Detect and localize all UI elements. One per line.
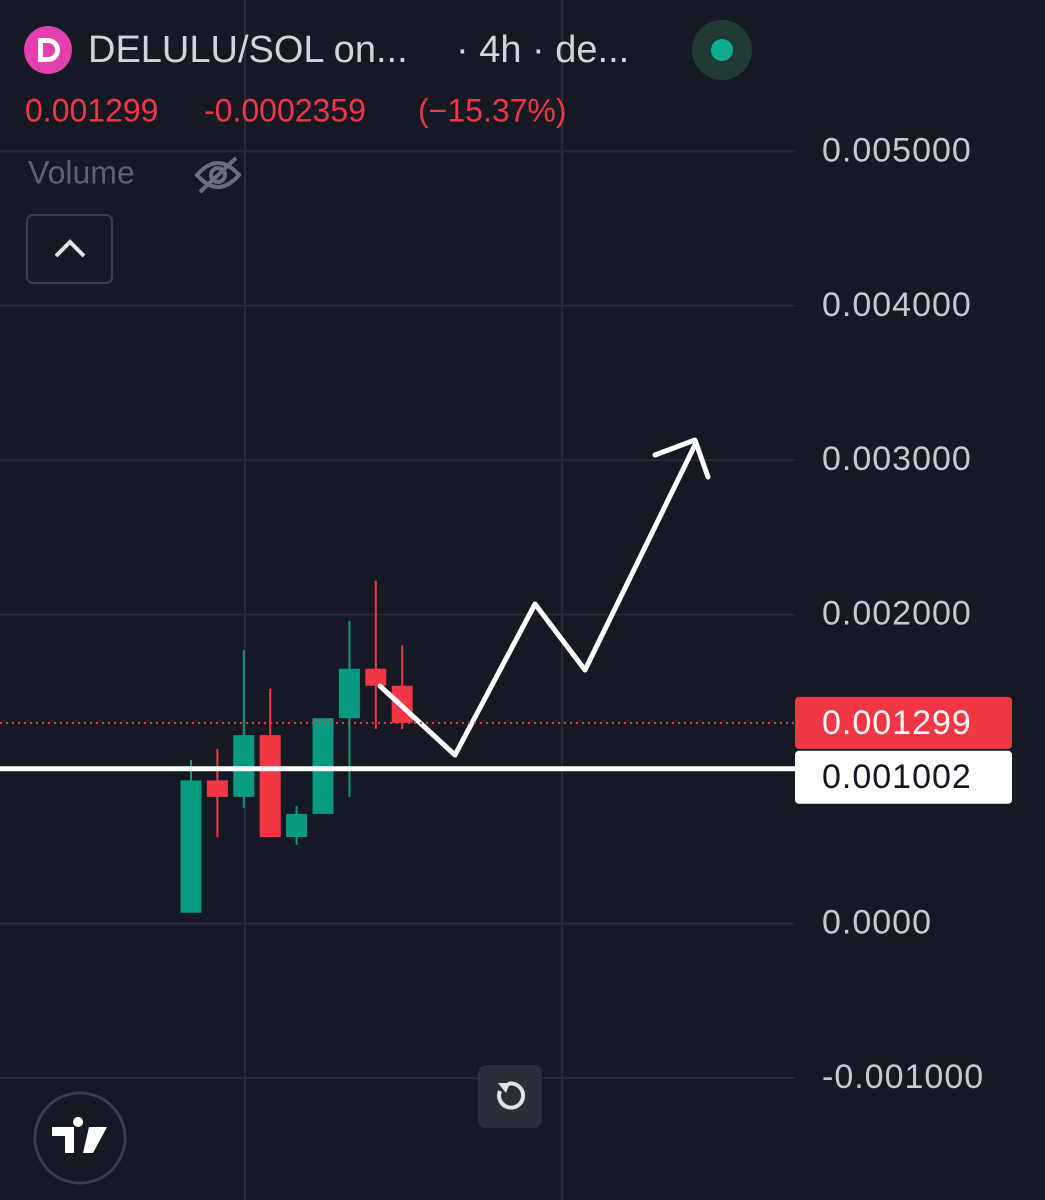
y-tick-label: 0.0000 [822,904,932,942]
price-line-label: 0.001002 [822,758,972,796]
collapse-button[interactable] [26,214,113,284]
candle-body [259,735,281,838]
y-tick-label: 0.004000 [822,286,972,324]
price-line-box [795,750,1012,804]
last-price-box [795,696,1012,749]
candle-body [206,780,228,797]
volume-label: Volume [28,154,135,190]
tv-logo[interactable] [33,1091,127,1185]
last-price: 0.001299 [25,92,158,128]
reset-button[interactable] [478,1065,542,1128]
reset-icon-head [498,1083,510,1093]
last-price-label: 0.001299 [822,704,972,742]
price-change-percent: (−15.37%) [418,92,567,128]
candle-body [365,668,387,686]
symbol-title: DELULU/SOL on... [88,29,408,71]
y-tick-label: 0.002000 [822,595,972,633]
chevron-up [54,239,86,258]
y-tick-label: 0.005000 [822,131,972,169]
tv-logo-glyph [52,1117,107,1153]
candle-body [286,813,308,838]
price-change: -0.0002359 [204,92,366,128]
candle-body [233,735,255,797]
reset-icon [497,1081,526,1110]
hide-icon[interactable] [194,156,242,194]
status-dot [711,39,733,61]
interval: · 4h · de... [456,29,629,71]
y-tick-label: 0.003000 [822,440,972,478]
candle-body [312,718,334,814]
candle-body [338,668,360,719]
coin-logo-glyph [38,38,60,62]
coin-logo [24,26,72,74]
y-tick-label: -0.001000 [822,1058,984,1096]
grid [0,0,795,1200]
drawn-arrow [377,437,711,758]
candles [180,580,413,913]
candle-body [180,780,202,913]
